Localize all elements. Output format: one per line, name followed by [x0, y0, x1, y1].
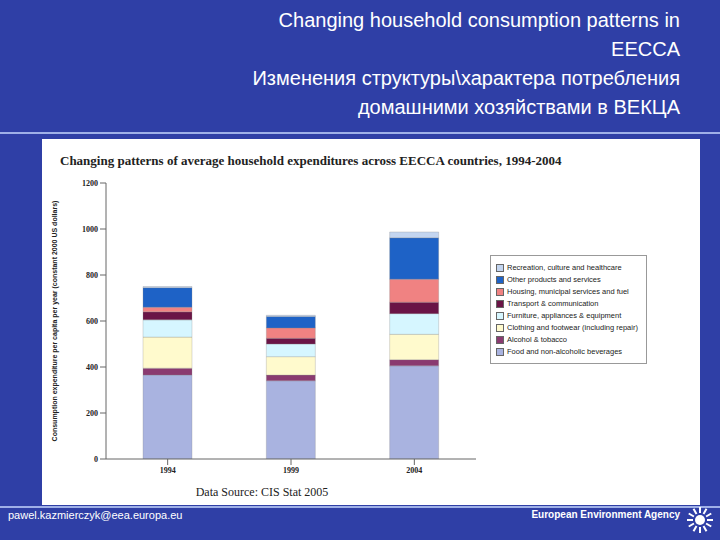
svg-text:800: 800 — [86, 271, 98, 280]
html-text:pawel.kazmierczyk@eea.europa.e: pawel.kazmierczyk@eea.europa.eu — [8, 509, 183, 521]
svg-text:400: 400 — [86, 363, 98, 372]
svg-text:2004: 2004 — [406, 466, 422, 475]
html-text:Изменения структуры\характера: Изменения структуры\характера потреблени… — [252, 67, 680, 118]
svg-text:600: 600 — [86, 317, 98, 326]
html-text:Changing household consumption: Changing household consumption patterns … — [278, 9, 680, 60]
html-text:Changing patterns of average h: Changing patterns of average household e… — [60, 153, 562, 168]
svg-text:1000: 1000 — [82, 225, 98, 234]
html-text:Housing, municipal services an: Housing, municipal services and fuel — [507, 286, 629, 296]
html-text:Other products and services: Other products and services — [507, 274, 601, 284]
svg-text:1200: 1200 — [82, 179, 98, 188]
svg-text:Consumption expenditure per ca: Consumption expenditure per capita per y… — [51, 201, 59, 442]
svg-text:0: 0 — [94, 455, 98, 464]
html-text:Recreation, culture and health: Recreation, culture and healthcare — [507, 262, 622, 272]
html-text:Transport & communication: Transport & communication — [507, 298, 599, 308]
html-text:Furniture, appliances & equipm: Furniture, appliances & equipment — [507, 310, 622, 320]
html-text:Alcohol & tobacco: Alcohol & tobacco — [507, 334, 567, 344]
svg-text:1999: 1999 — [283, 466, 299, 475]
svg-text:200: 200 — [86, 409, 98, 418]
html-text:European Environment Agency: European Environment Agency — [531, 509, 680, 520]
html-text:Food and non-alcoholic beverag: Food and non-alcoholic beverages — [507, 346, 623, 356]
html-text:Clothing and footwear (includi: Clothing and footwear (including repair) — [507, 322, 638, 332]
svg-text:1994: 1994 — [160, 466, 176, 475]
html-text:Data Source: CIS Stat 2005: Data Source: CIS Stat 2005 — [195, 485, 329, 499]
